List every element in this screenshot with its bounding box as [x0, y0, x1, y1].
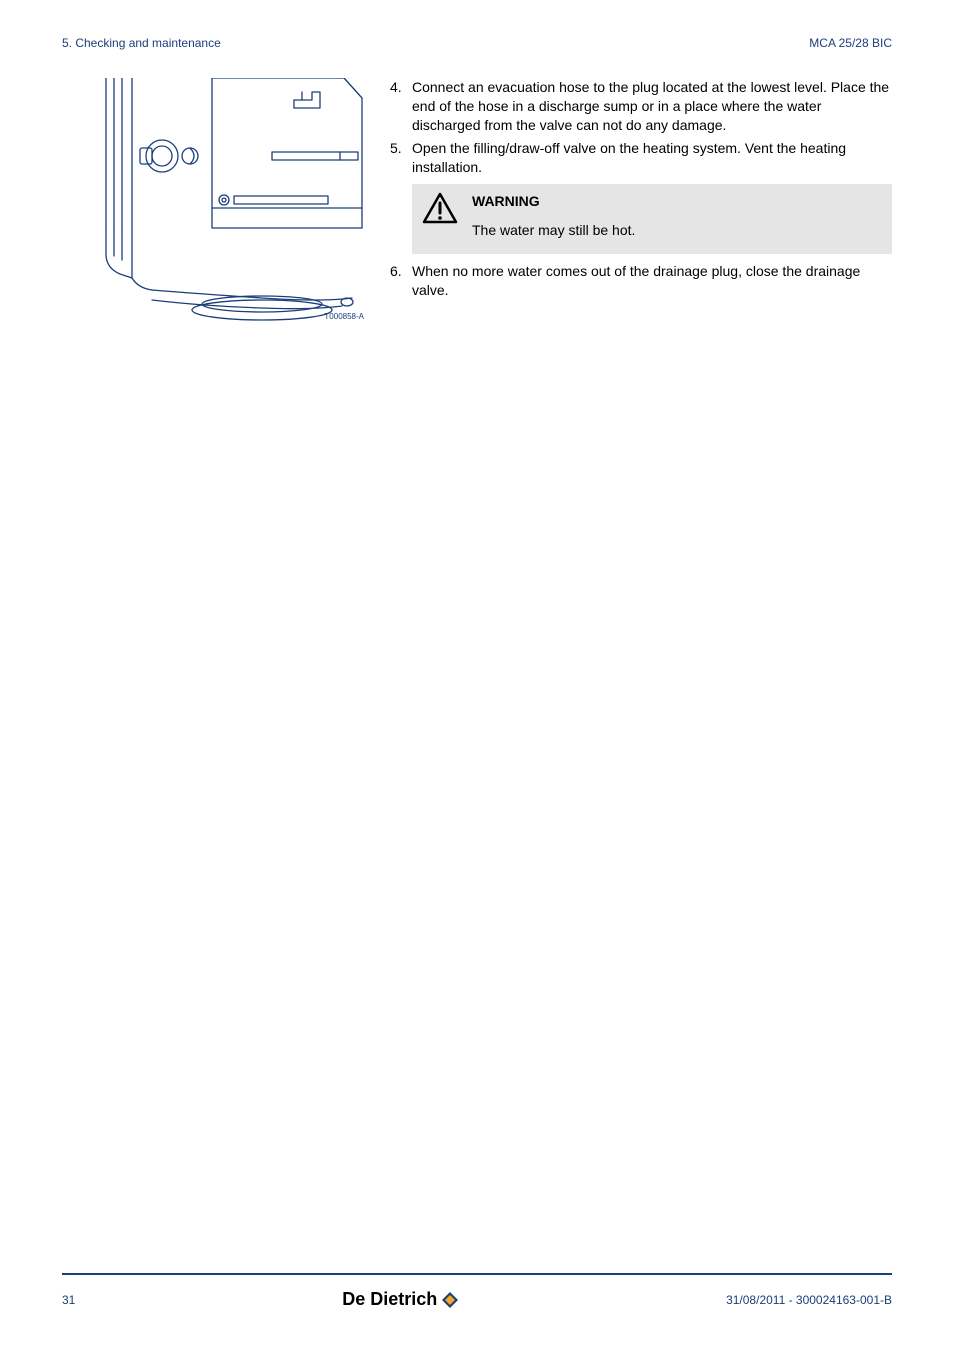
step-text: Open the filling/draw-off valve on the h… [412, 139, 892, 177]
warning-body: The water may still be hot. [472, 221, 882, 240]
step-item: 6. When no more water comes out of the d… [390, 262, 892, 300]
step-number: 5. [390, 139, 412, 177]
brand-logo: De Dietrich [342, 1289, 459, 1310]
step-item: 5. Open the filling/draw-off valve on th… [390, 139, 892, 177]
footer-rule [62, 1273, 892, 1275]
figure-column: T000858-A [62, 78, 372, 343]
brand-logo-icon [441, 1291, 459, 1309]
footer-row: 31 De Dietrich 31/08/2011 - 300024163-00… [62, 1289, 892, 1310]
page-header: 5. Checking and maintenance MCA 25/28 BI… [0, 0, 954, 50]
step-number: 6. [390, 262, 412, 300]
page-footer: 31 De Dietrich 31/08/2011 - 300024163-00… [62, 1273, 892, 1310]
drainage-diagram [62, 78, 372, 338]
header-left: 5. Checking and maintenance [62, 36, 221, 50]
warning-icon [422, 192, 458, 224]
header-right: MCA 25/28 BIC [809, 36, 892, 50]
step-text: When no more water comes out of the drai… [412, 262, 892, 300]
step-item: 4. Connect an evacuation hose to the plu… [390, 78, 892, 135]
content-row: T000858-A 4. Connect an evacuation hose … [0, 50, 954, 343]
brand-logo-text: De Dietrich [342, 1289, 437, 1310]
text-column: 4. Connect an evacuation hose to the plu… [390, 78, 892, 343]
footer-right: 31/08/2011 - 300024163-001-B [726, 1293, 892, 1307]
step-number: 4. [390, 78, 412, 135]
step-text: Connect an evacuation hose to the plug l… [412, 78, 892, 135]
page-number: 31 [62, 1293, 75, 1307]
figure-label: T000858-A [324, 312, 364, 321]
warning-block: WARNING The water may still be hot. [412, 184, 892, 254]
warning-title: WARNING [472, 192, 882, 211]
warning-text: WARNING The water may still be hot. [472, 192, 882, 240]
